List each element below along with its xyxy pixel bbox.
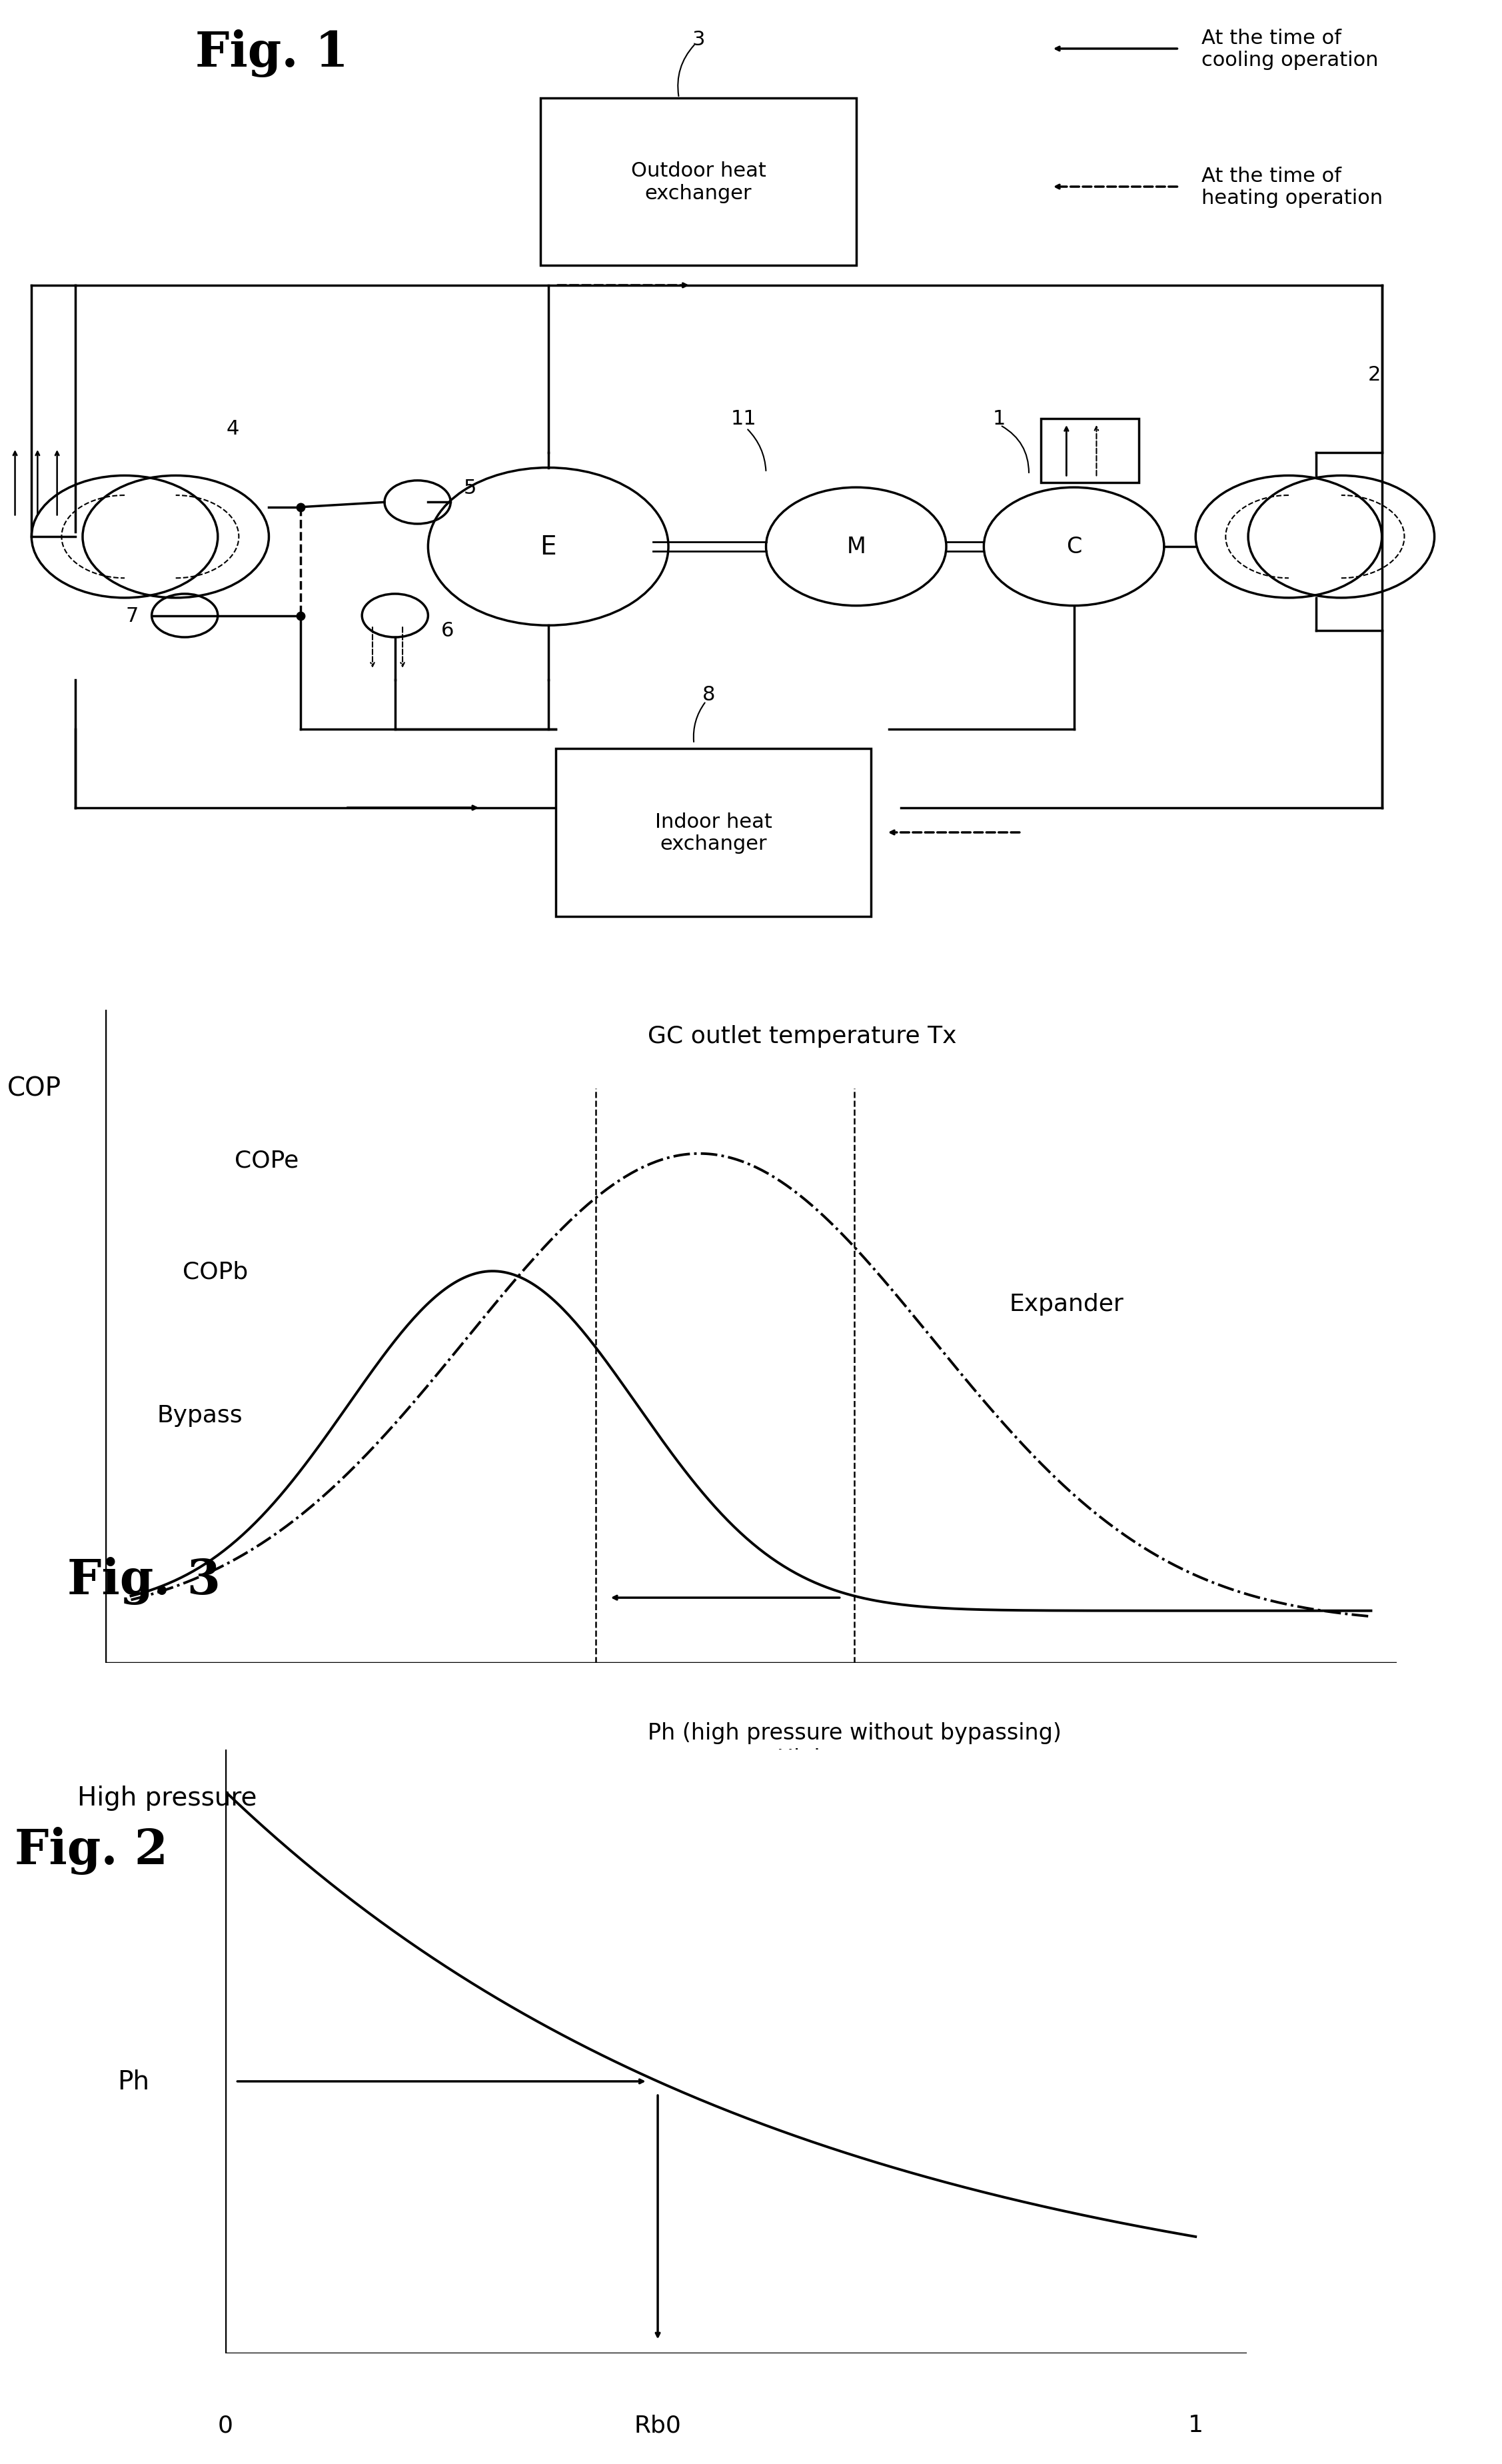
Text: Outdoor heat
exchanger: Outdoor heat exchanger — [631, 163, 766, 202]
Text: 6: 6 — [442, 621, 454, 641]
Text: COP: COP — [8, 1077, 62, 1101]
Text: 1: 1 — [993, 409, 1005, 429]
Text: Indoor heat
exchanger: Indoor heat exchanger — [655, 813, 772, 853]
Text: At the time of
cooling operation: At the time of cooling operation — [1202, 30, 1379, 69]
Text: High pressure: High pressure — [77, 1784, 257, 1811]
Text: C: C — [1066, 537, 1081, 557]
Bar — [556, 749, 871, 917]
Text: 7: 7 — [126, 606, 138, 626]
Text: Fig. 1: Fig. 1 — [195, 30, 348, 76]
Text: 2: 2 — [1368, 365, 1380, 384]
Text: GC outlet temperature Tx: GC outlet temperature Tx — [647, 1025, 957, 1047]
Text: 8: 8 — [703, 685, 715, 705]
Text: At the time of
heating operation: At the time of heating operation — [1202, 168, 1383, 207]
Bar — [541, 99, 856, 266]
Text: Fig. 2: Fig. 2 — [15, 1826, 168, 1875]
Text: 1: 1 — [1188, 2415, 1203, 2437]
Text: Fig. 3: Fig. 3 — [68, 1557, 221, 1604]
Text: COPb: COPb — [183, 1259, 248, 1284]
Text: Ph: Ph — [117, 2070, 149, 2094]
Text: Bypass: Bypass — [156, 1404, 242, 1427]
Text: Rb0: Rb0 — [634, 2415, 682, 2437]
Text: 5: 5 — [464, 478, 476, 498]
Text: 4: 4 — [227, 419, 239, 439]
Text: 11: 11 — [730, 409, 757, 429]
Text: 3: 3 — [692, 30, 704, 49]
Text: Ph (high pressure without bypassing)
High pressure: Ph (high pressure without bypassing) Hig… — [647, 1722, 1062, 1769]
Bar — [1041, 419, 1139, 483]
Text: Expander: Expander — [1009, 1294, 1123, 1316]
Text: M: M — [847, 537, 865, 557]
Text: E: E — [541, 535, 556, 559]
Text: COPe: COPe — [234, 1148, 299, 1173]
Text: 0: 0 — [218, 2415, 233, 2437]
